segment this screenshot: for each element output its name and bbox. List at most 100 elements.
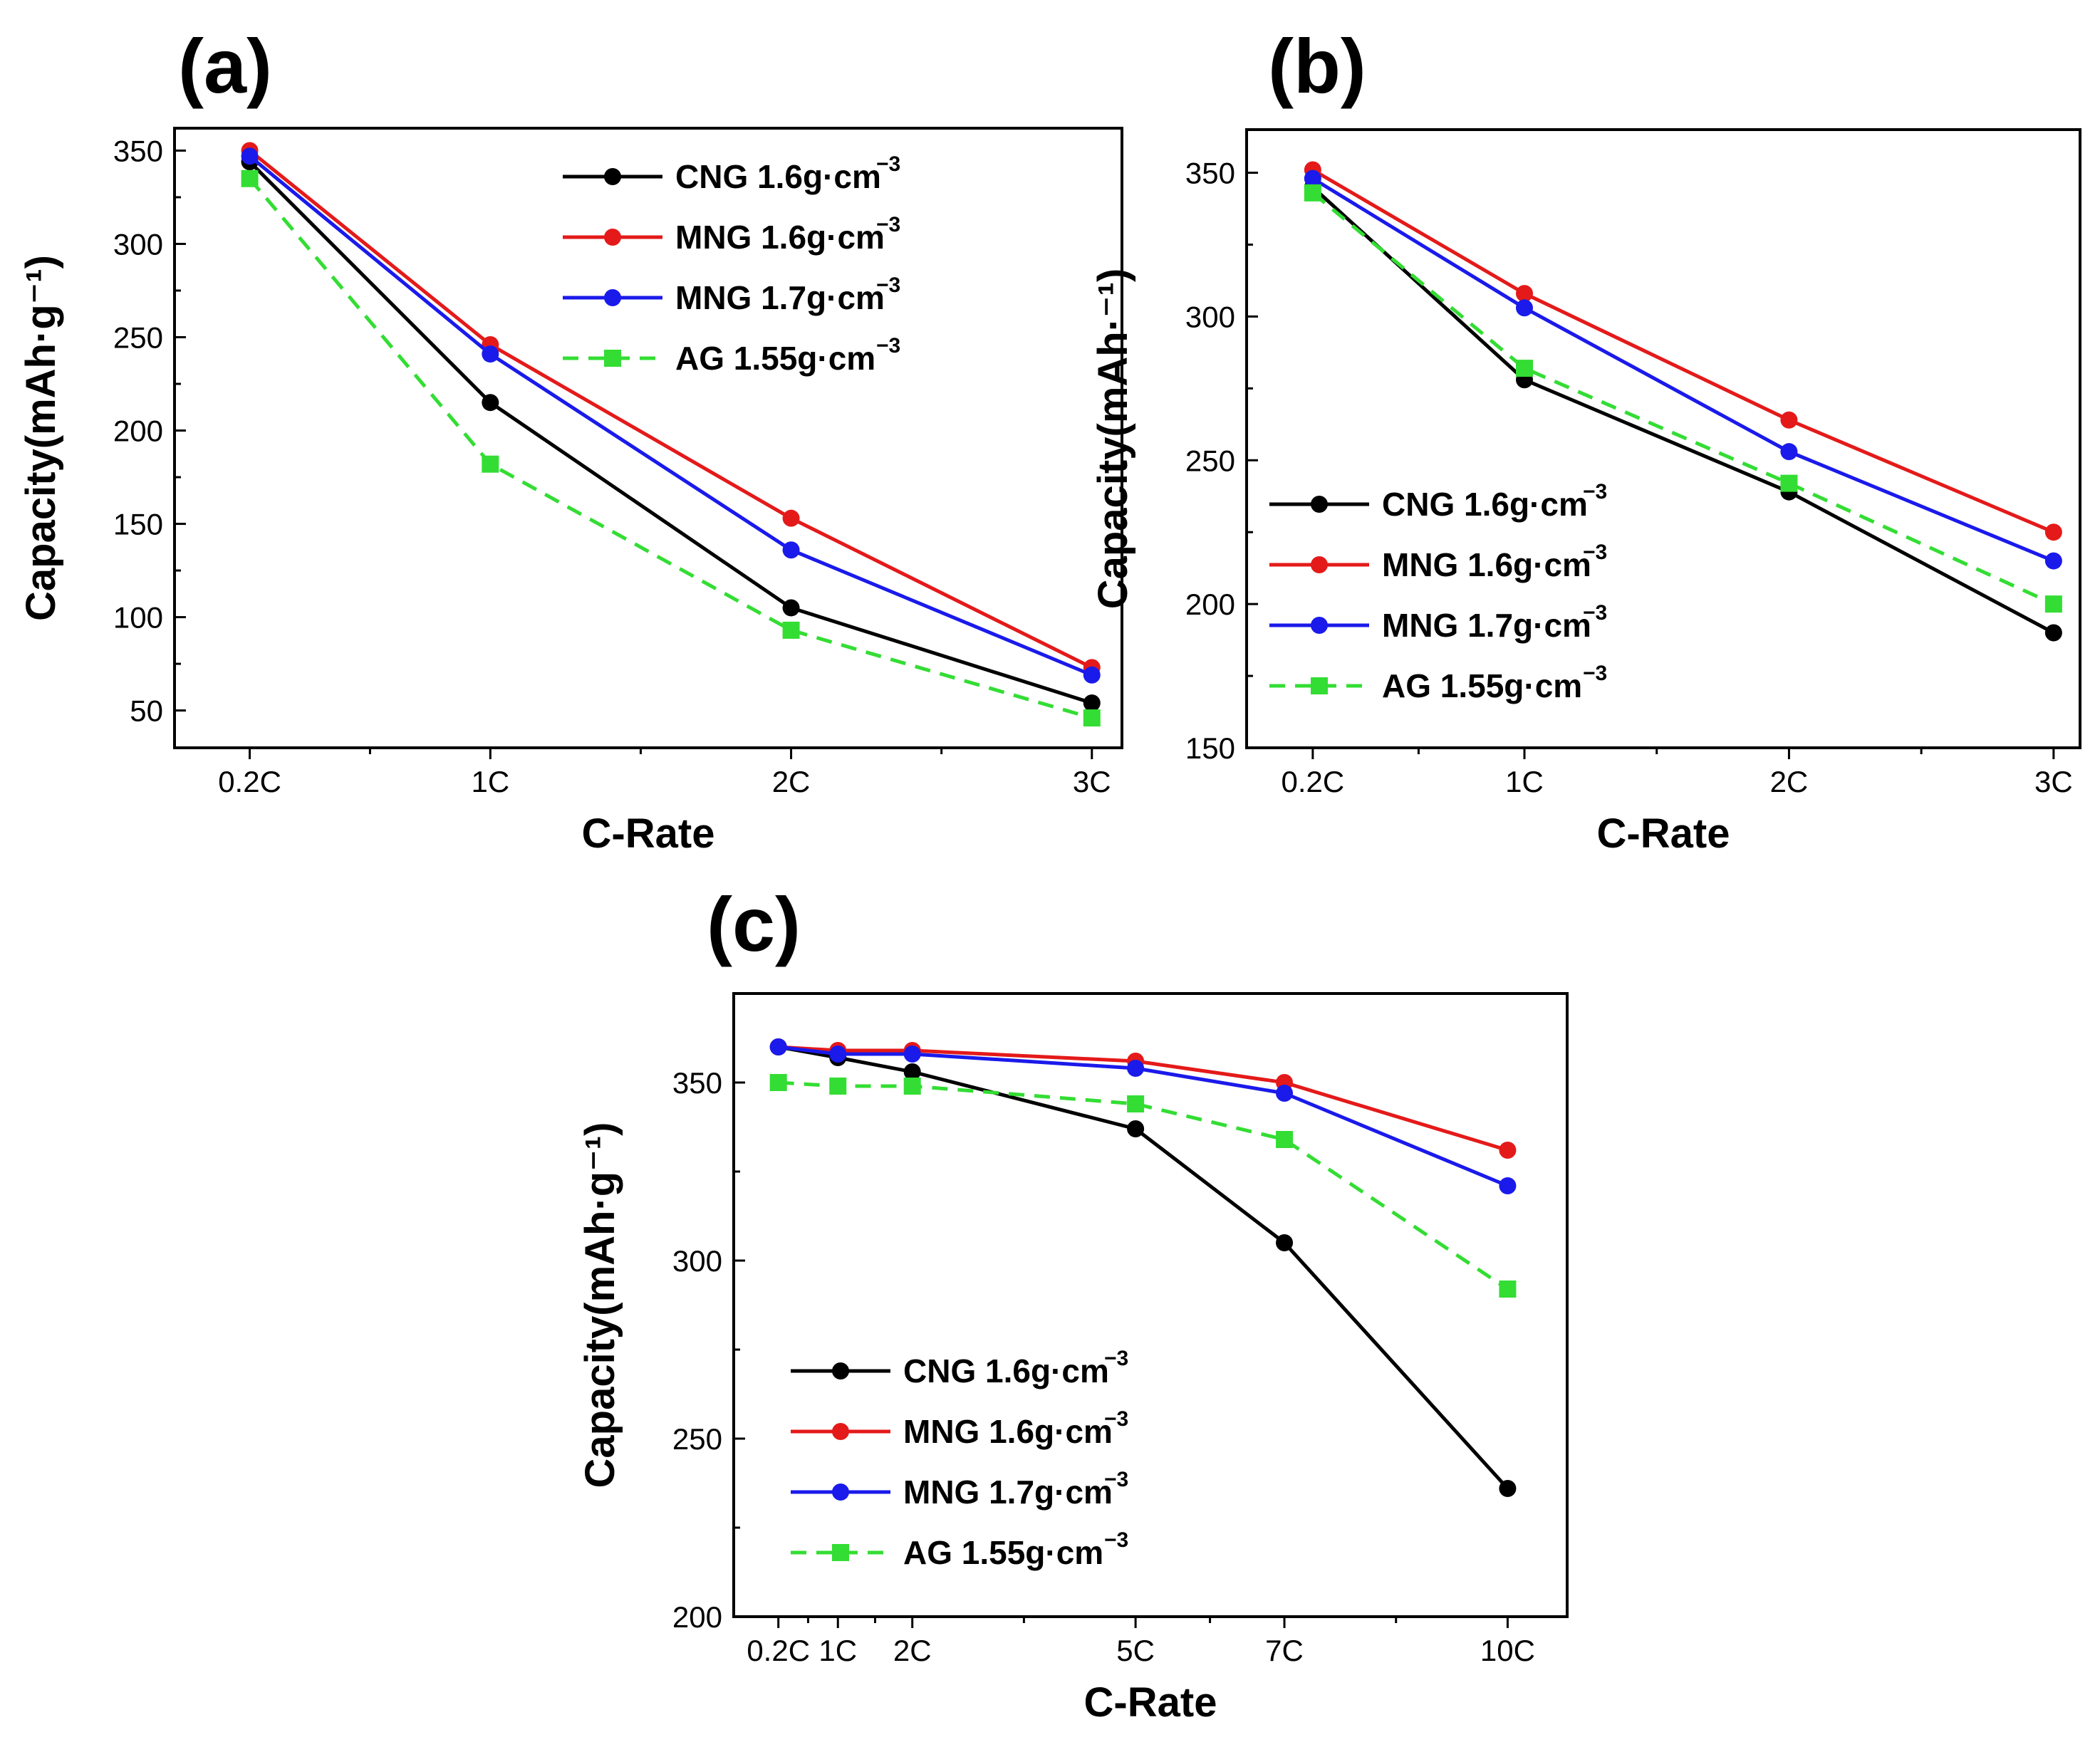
data-point	[241, 147, 259, 165]
x-tick-label: 2C	[893, 1634, 932, 1667]
data-point	[1083, 666, 1101, 684]
data-point	[2044, 595, 2062, 613]
data-point	[903, 1045, 921, 1063]
data-point	[2044, 552, 2062, 570]
plot-frame	[732, 992, 1569, 1618]
x-tick-label: 7C	[1265, 1634, 1304, 1667]
legend-marker	[604, 168, 621, 185]
plot-frame	[173, 127, 1123, 749]
chart-a: 50 100 150 200 250 300 350 0.2C 1C 2C 3C C-Rate Capa…	[18, 127, 1123, 857]
legend-label: MNG 1.7g·cm	[1382, 607, 1591, 644]
y-tick-label: 250	[1185, 444, 1235, 477]
y-tick-label: 150	[1185, 731, 1235, 765]
legend-superscript: −3	[1583, 480, 1607, 504]
legend-superscript: −3	[1104, 1407, 1128, 1431]
data-point	[1127, 1060, 1145, 1077]
legend-label: CNG 1.6g·cm	[903, 1352, 1109, 1389]
data-point	[903, 1078, 921, 1095]
legend-label: CNG 1.6g·cm	[1382, 486, 1588, 523]
legend-superscript: −3	[876, 213, 900, 236]
data-point	[1780, 474, 1798, 492]
x-axis-title: C-Rate	[1597, 810, 1730, 857]
y-tick-label: 250	[113, 320, 163, 354]
x-axis-title: C-Rate	[1084, 1679, 1217, 1726]
y-tick-label: 350	[672, 1066, 722, 1100]
series-line-0	[248, 160, 1093, 705]
y-tick-label: 200	[1185, 588, 1235, 621]
plot-frame	[1245, 128, 2081, 749]
y-tick-label: 250	[672, 1422, 722, 1456]
series-line-3	[248, 177, 1093, 720]
data-point	[782, 541, 800, 559]
y-tick-label: 350	[113, 134, 163, 167]
data-point	[1304, 184, 1321, 202]
x-tick-label: 1C	[471, 765, 509, 798]
data-point	[1499, 1142, 1517, 1159]
data-point	[1083, 694, 1101, 712]
legend-label: MNG 1.6g·cm	[1382, 546, 1591, 583]
data-point	[1276, 1234, 1294, 1251]
legend-label: MNG 1.6g·cm	[675, 219, 885, 256]
data-point	[903, 1063, 921, 1080]
legend-marker	[832, 1483, 849, 1501]
y-tick-label: 100	[113, 601, 163, 635]
x-tick-label: 2C	[772, 765, 811, 798]
y-axis-title: Capacity(mAh·g⁻¹)	[577, 1122, 623, 1488]
data-point	[1780, 411, 1798, 429]
chart-b: 150 200 250 300 350 0.2C 1C 2C 3C C-Rate Capacity(…	[1090, 128, 2081, 857]
data-point	[1276, 1131, 1294, 1148]
data-point	[829, 1045, 847, 1063]
y-tick-label: 200	[113, 414, 163, 448]
x-tick-label: 0.2C	[747, 1634, 810, 1667]
x-tick-label: 0.2C	[1281, 765, 1344, 798]
x-tick-label: 3C	[1073, 765, 1111, 798]
data-point	[2044, 624, 2062, 642]
y-axis-title: Capacity(mAh·⁻¹)	[1090, 268, 1136, 610]
x-tick-label: 10C	[1480, 1634, 1535, 1667]
series-line-3	[1311, 191, 2054, 606]
data-point	[241, 170, 259, 187]
legend-label: AG 1.55g·cm	[675, 340, 875, 377]
legend-marker	[832, 1423, 849, 1440]
panel-label-a: (a)	[178, 23, 272, 109]
series-line-0	[1311, 185, 2055, 635]
series-line-1	[1311, 168, 2054, 534]
data-point	[782, 509, 800, 527]
x-tick-label: 5C	[1116, 1634, 1155, 1667]
data-point	[1516, 299, 1533, 317]
y-tick-label: 350	[1185, 157, 1235, 190]
data-point	[1127, 1120, 1145, 1137]
series-line-1	[248, 149, 1093, 669]
y-tick-label: 50	[130, 694, 163, 728]
y-tick-label: 300	[672, 1244, 722, 1278]
legend-label: AG 1.55g·cm	[1382, 667, 1582, 704]
x-tick-label: 2C	[1770, 765, 1809, 798]
legend-marker	[604, 229, 621, 246]
x-axis-title: C-Rate	[582, 810, 715, 857]
data-point	[1276, 1085, 1294, 1102]
data-point	[1499, 1177, 1517, 1194]
data-point	[829, 1078, 847, 1095]
legend-superscript: −3	[876, 152, 900, 176]
legend-superscript: −3	[1583, 662, 1607, 685]
data-point	[782, 621, 800, 639]
legend-marker	[604, 289, 621, 306]
data-point	[1499, 1480, 1517, 1497]
x-tick-label: 3C	[2034, 765, 2073, 798]
legend-marker	[604, 350, 621, 367]
data-point	[1499, 1281, 1517, 1298]
x-tick-label: 1C	[1505, 765, 1544, 798]
data-point	[2044, 523, 2062, 541]
legend-marker	[832, 1544, 849, 1561]
data-point	[1083, 709, 1101, 727]
legend-superscript: −3	[1583, 601, 1607, 625]
data-point	[482, 394, 499, 412]
legend-superscript: −3	[1104, 1528, 1128, 1552]
x-tick-label: 1C	[818, 1634, 857, 1667]
data-point	[769, 1038, 787, 1055]
series-line-1	[778, 1045, 1509, 1152]
data-point	[1516, 360, 1533, 377]
panel-label-b: (b)	[1268, 23, 1366, 109]
legend-label: AG 1.55g·cm	[903, 1534, 1103, 1571]
